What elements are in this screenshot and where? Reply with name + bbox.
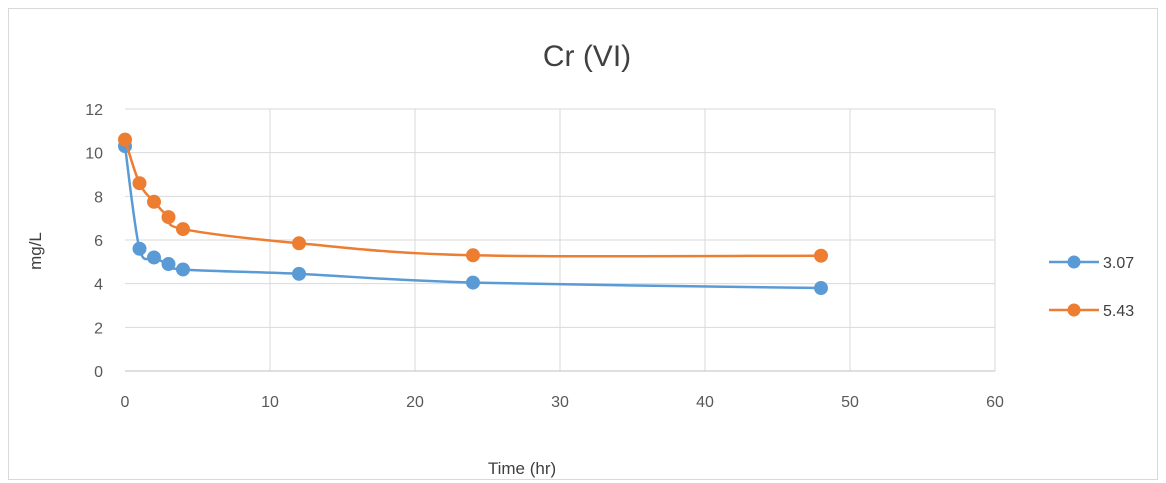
x-tick-label: 10 <box>261 394 279 411</box>
x-tick-label: 0 <box>121 394 130 411</box>
data-point <box>176 262 190 277</box>
legend-label: 3.07 <box>1103 255 1134 272</box>
series-line <box>123 144 823 290</box>
data-point <box>292 236 306 251</box>
legend-swatch-marker <box>1067 255 1081 269</box>
legend-swatch-marker <box>1067 303 1081 317</box>
data-point <box>466 248 480 263</box>
data-point <box>814 248 828 263</box>
x-axis-title: Time (hr) <box>488 459 556 478</box>
x-tick-label: 60 <box>986 394 1004 411</box>
data-point <box>132 241 147 256</box>
x-tick-label: 40 <box>696 394 714 411</box>
line-chart: Cr (VI) 0 2 4 6 8 10 12 0 10 20 30 40 50 60 mg/L Time… <box>26 40 1134 478</box>
series-0 <box>118 139 828 296</box>
y-tick-label: 0 <box>94 364 103 381</box>
chart-frame: Cr (VI) 0 2 4 6 8 10 12 0 10 20 30 40 50 60 mg/L Time… <box>8 8 1158 480</box>
y-tick-label: 8 <box>94 189 103 206</box>
legend-item: 3.07 <box>1049 255 1134 272</box>
data-point <box>176 222 190 237</box>
data-point <box>161 257 176 272</box>
data-point <box>147 194 161 209</box>
y-tick-label: 12 <box>85 102 103 119</box>
x-tick-label: 30 <box>551 394 569 411</box>
y-tick-label: 4 <box>94 277 103 294</box>
y-axis-title: mg/L <box>26 232 45 270</box>
series-line <box>123 138 823 258</box>
x-tick-label: 20 <box>406 394 424 411</box>
series-1 <box>118 132 828 263</box>
y-tick-label: 2 <box>94 320 103 337</box>
y-tick-label: 6 <box>94 233 103 250</box>
x-tick-label: 50 <box>841 394 859 411</box>
axes: 0 2 4 6 8 10 12 0 10 20 30 40 50 60 <box>85 102 1004 411</box>
data-point <box>161 210 176 225</box>
chart-title: Cr (VI) <box>543 40 631 73</box>
data-point <box>147 250 161 265</box>
y-tick-label: 10 <box>85 146 103 163</box>
data-point <box>466 275 480 290</box>
legend-label: 5.43 <box>1103 303 1134 320</box>
data-point <box>118 132 132 147</box>
series-layer <box>118 132 828 296</box>
legend-item: 5.43 <box>1049 303 1134 320</box>
legend: 3.07 5.43 <box>1049 255 1134 320</box>
data-point <box>132 176 147 191</box>
data-point <box>814 281 828 296</box>
data-point <box>292 266 306 281</box>
